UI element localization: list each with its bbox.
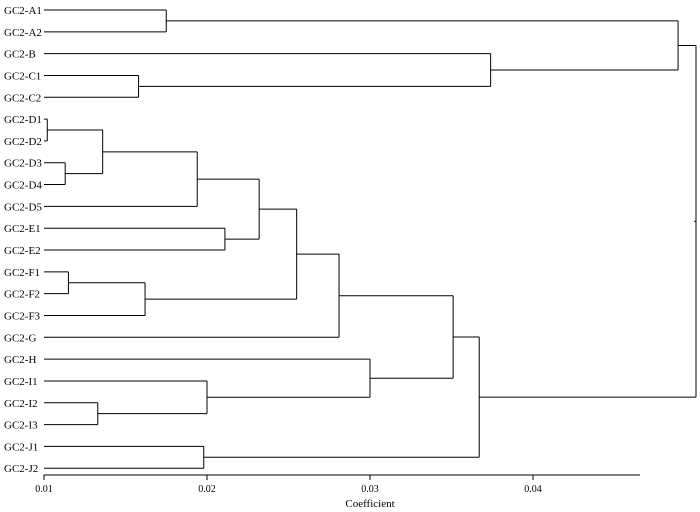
x-axis: 0.01 0.02 0.03 0.04 Coefficient xyxy=(35,474,640,510)
branches xyxy=(44,9,697,469)
leaf-label: GC2-I3 xyxy=(4,420,38,432)
x-tick-label: 0.01 xyxy=(35,484,53,495)
x-tick-label: 0.02 xyxy=(198,484,216,495)
leaf-label: GC2-A2 xyxy=(4,27,42,39)
leaf-label: GC2-D4 xyxy=(4,180,42,192)
x-axis-title: Coefficient xyxy=(345,498,394,510)
leaf-label: GC2-H xyxy=(4,354,36,366)
leaf-label: GC2-F1 xyxy=(4,267,40,279)
leaf-label: GC2-D5 xyxy=(4,201,42,213)
leaf-label: GC2-D3 xyxy=(4,158,42,170)
leaf-label: GC2-E1 xyxy=(4,223,41,235)
leaf-label: GC2-F2 xyxy=(4,289,40,301)
leaf-label: GC2-D2 xyxy=(4,136,42,148)
x-tick-label: 0.04 xyxy=(524,484,542,495)
leaf-label: GC2-G xyxy=(4,332,36,344)
leaf-label: GC2-B xyxy=(4,49,36,61)
leaf-label: GC2-E2 xyxy=(4,245,41,257)
leaf-label: GC2-C1 xyxy=(4,70,41,82)
leaf-labels: GC2-A1 GC2-A2 GC2-B GC2-C1 GC2-C2 GC2-D1 GC2-D… xyxy=(4,5,42,475)
leaf-label: GC2-A1 xyxy=(4,5,42,17)
x-axis-ticks: 0.01 0.02 0.03 0.04 xyxy=(35,475,542,495)
x-tick-label: 0.03 xyxy=(361,484,379,495)
leaf-label: GC2-C2 xyxy=(4,92,41,104)
leaf-label: GC2-J1 xyxy=(4,441,38,453)
leaf-label: GC2-I2 xyxy=(4,398,38,410)
leaf-label: GC2-D1 xyxy=(4,114,42,126)
leaf-label: GC2-F3 xyxy=(4,310,41,322)
leaf-label: GC2-J2 xyxy=(4,463,38,475)
leaf-label: GC2-I1 xyxy=(4,376,38,388)
